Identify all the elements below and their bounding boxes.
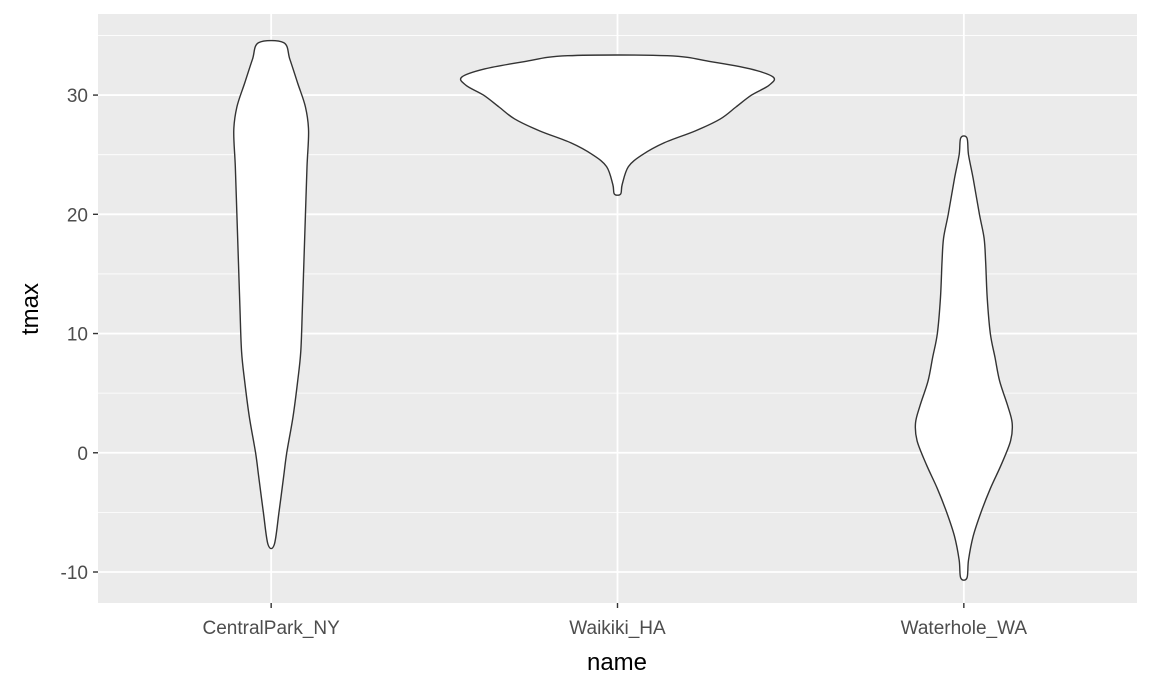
violin-layer — [233, 39, 1014, 581]
y-tick-label: -10 — [61, 563, 88, 584]
y-tick-label: 20 — [67, 205, 88, 226]
y-tick-label: 10 — [67, 325, 88, 346]
y-tick-label: 0 — [77, 444, 88, 465]
violin-waikiki-ha — [459, 54, 776, 196]
y-tick-label: 30 — [67, 86, 88, 107]
x-tick-label: CentralPark_NY — [203, 618, 341, 639]
y-axis: -10 0 10 20 30 — [61, 86, 98, 584]
x-axis-title: name — [587, 649, 647, 676]
x-tick-label: Waikiki_HA — [569, 618, 666, 639]
x-tick-label: Waterhole_WA — [901, 618, 1028, 639]
violin-waterhole-wa — [914, 135, 1014, 581]
y-axis-title: tmax — [17, 283, 44, 335]
violin-centralpark-ny — [233, 39, 310, 550]
x-axis: CentralPark_NY Waikiki_HA Waterhole_WA — [203, 603, 1028, 639]
